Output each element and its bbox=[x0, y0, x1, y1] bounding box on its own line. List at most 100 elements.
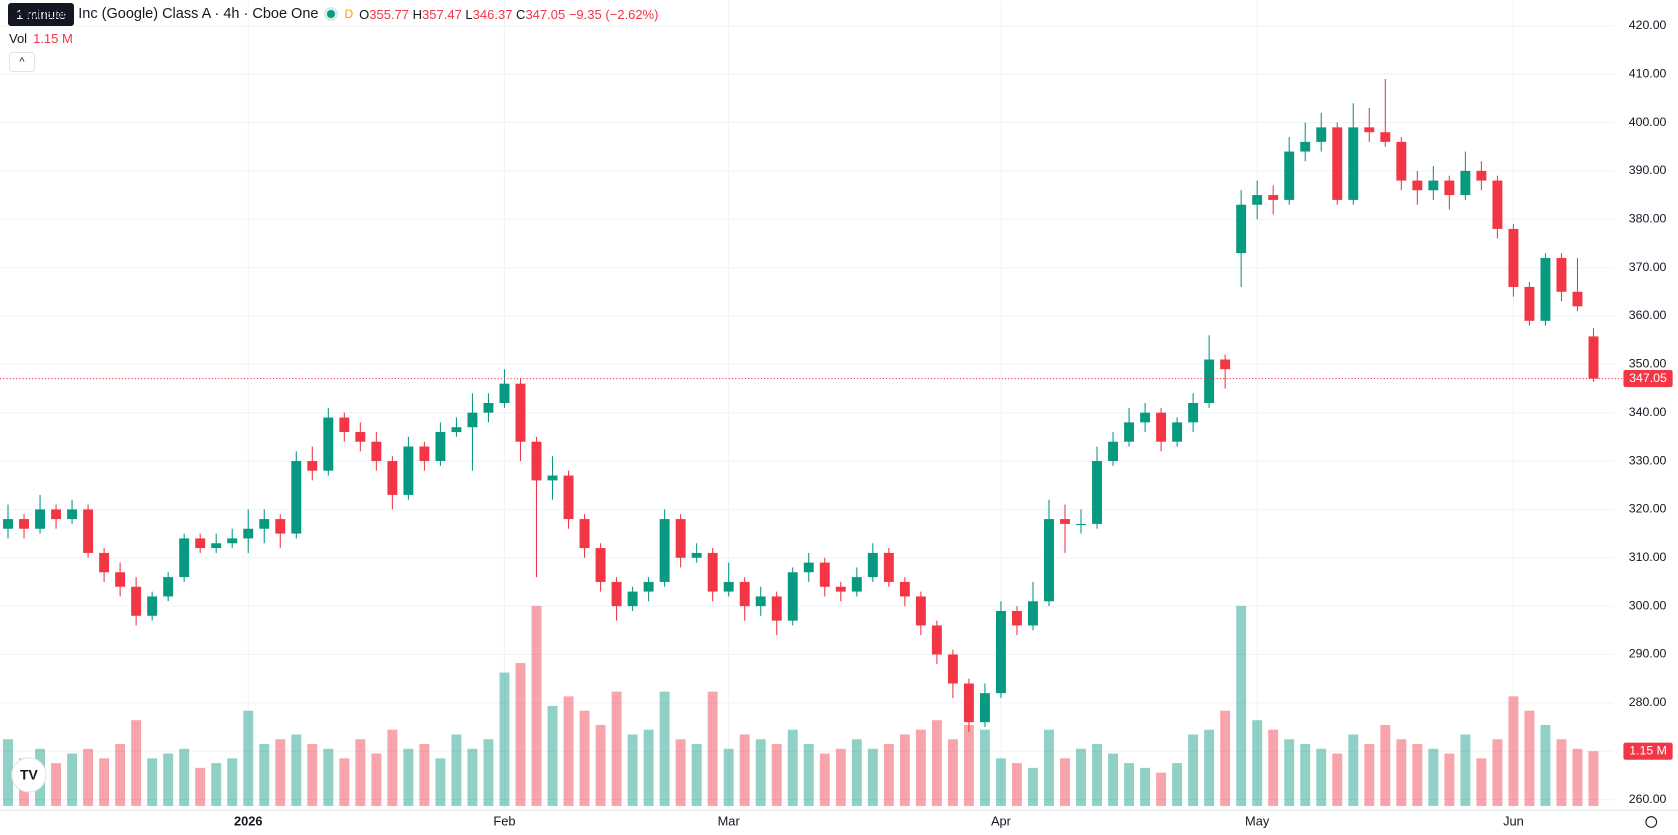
candle-body bbox=[19, 519, 29, 529]
x-tick-label: Jun bbox=[1503, 813, 1524, 828]
candle-body bbox=[675, 519, 686, 558]
candle-body bbox=[1492, 180, 1503, 229]
candle-body bbox=[1524, 286, 1535, 321]
volume-bar bbox=[1508, 696, 1519, 806]
volume-bar bbox=[1252, 720, 1263, 806]
candle-body bbox=[115, 572, 126, 587]
volume-bar bbox=[1108, 753, 1119, 806]
candle-body bbox=[1044, 519, 1054, 602]
candle-body bbox=[707, 552, 718, 592]
volume-bar bbox=[1060, 758, 1070, 806]
y-tick-label: 350.00 bbox=[1629, 357, 1667, 371]
volume-bar bbox=[339, 758, 350, 806]
tooltip: 1 minute bbox=[8, 3, 74, 26]
candle-body bbox=[387, 461, 398, 495]
volume-bar bbox=[259, 744, 270, 806]
volume-bar bbox=[755, 739, 766, 806]
volume-bar bbox=[195, 767, 206, 806]
candle-body bbox=[1508, 228, 1519, 287]
volume-bar bbox=[1332, 753, 1343, 806]
volume-value: 1.15 M bbox=[33, 31, 73, 46]
candle-body bbox=[1412, 180, 1423, 191]
volume-bar bbox=[291, 734, 302, 806]
candle-body bbox=[963, 683, 974, 723]
candle-body bbox=[595, 548, 606, 582]
volume-bar bbox=[1348, 734, 1359, 806]
candle-body bbox=[563, 475, 574, 520]
candle-body bbox=[371, 441, 382, 462]
interval-badge: D bbox=[344, 7, 354, 21]
logo-mark: TV bbox=[20, 767, 38, 783]
candle-body bbox=[867, 552, 878, 578]
candle-body bbox=[1460, 170, 1471, 196]
volume-bar bbox=[1076, 748, 1086, 806]
symbol-title[interactable]: Alphabet Inc (Google) Class A · 4h · Cbo… bbox=[17, 6, 319, 22]
volume-bar bbox=[931, 720, 942, 806]
candle-body bbox=[1172, 422, 1183, 442]
volume-bar bbox=[1588, 751, 1599, 806]
candle-body bbox=[659, 519, 670, 582]
volume-bar bbox=[483, 739, 494, 806]
candle-body bbox=[883, 552, 894, 582]
volume-bar bbox=[227, 758, 238, 806]
candle-body bbox=[1300, 141, 1311, 152]
x-tick-label: Mar bbox=[718, 813, 741, 828]
volume-bar bbox=[1220, 710, 1231, 806]
candle-body bbox=[1348, 127, 1359, 200]
volume-bar bbox=[1412, 744, 1423, 806]
collapse-button[interactable]: ^ bbox=[9, 52, 35, 72]
y-tick-label: 420.00 bbox=[1629, 18, 1667, 32]
candle-body bbox=[1220, 359, 1231, 370]
ohlc-label: H bbox=[412, 6, 423, 22]
candle-body bbox=[435, 432, 446, 462]
candle-body bbox=[1028, 601, 1038, 626]
candle-body bbox=[355, 432, 366, 442]
volume-bar bbox=[467, 748, 478, 806]
volume-bar bbox=[595, 724, 606, 806]
candle-body bbox=[515, 383, 526, 442]
candle-body bbox=[339, 417, 350, 433]
candle-body bbox=[995, 610, 1006, 694]
candle-body bbox=[35, 509, 46, 529]
volume-bar bbox=[1572, 748, 1583, 806]
y-tick-label: 410.00 bbox=[1629, 66, 1667, 80]
candle-body bbox=[307, 461, 318, 471]
volume-bar bbox=[1204, 729, 1215, 806]
candle-body bbox=[1268, 195, 1279, 200]
volume-bar bbox=[275, 739, 286, 806]
settings-icon[interactable] bbox=[1645, 816, 1658, 828]
candle-body bbox=[467, 412, 478, 428]
ohlc-label: C bbox=[516, 6, 526, 22]
candle-body bbox=[579, 519, 590, 549]
volume-bar bbox=[387, 729, 398, 806]
candle-body bbox=[1011, 610, 1022, 626]
candle-body bbox=[771, 596, 782, 621]
candle-body bbox=[1108, 441, 1119, 462]
candle-body bbox=[1060, 519, 1070, 524]
y-tick-label: 310.00 bbox=[1629, 550, 1667, 564]
candle-body bbox=[211, 543, 222, 549]
candle-body bbox=[643, 581, 654, 592]
candle-body bbox=[291, 461, 302, 534]
candle-body bbox=[803, 562, 814, 573]
volume-bar bbox=[51, 763, 62, 806]
candle-body bbox=[99, 552, 110, 573]
candle-body bbox=[1316, 127, 1327, 142]
volume-bar bbox=[899, 734, 910, 806]
volume-bar bbox=[643, 729, 654, 806]
candle-body bbox=[819, 562, 830, 587]
ohlc-value: 346.37 bbox=[472, 6, 513, 22]
volume-bar bbox=[579, 710, 590, 806]
candle-body bbox=[83, 509, 94, 553]
candle-body bbox=[1092, 461, 1102, 524]
volume-bar bbox=[1460, 734, 1471, 806]
y-tick-label: 380.00 bbox=[1629, 212, 1667, 226]
candle-body bbox=[1444, 180, 1455, 196]
candle-body bbox=[1124, 422, 1135, 442]
ohlc-value: 347.05 bbox=[525, 6, 566, 22]
volume-bar bbox=[1476, 758, 1487, 806]
candle-body bbox=[835, 586, 846, 592]
y-tick-label: 300.00 bbox=[1629, 598, 1667, 612]
